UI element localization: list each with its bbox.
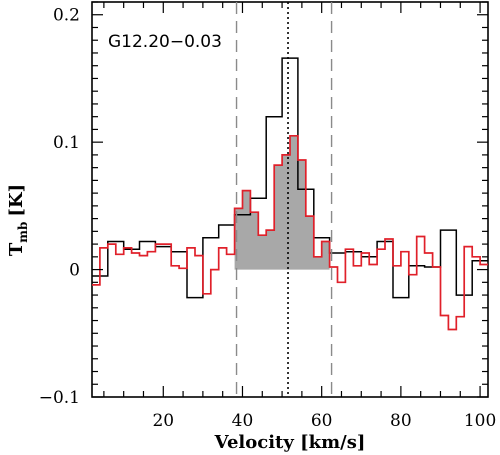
y-tick-label: 0 [69, 261, 80, 281]
y-axis-title-main: T [6, 242, 27, 256]
x-tick-label: 20 [152, 411, 174, 431]
spectrum-line-red [92, 134, 488, 331]
svg-text:Tmb[K]: Tmb [K] [6, 184, 30, 256]
source-name-label: G12.20−0.03 [108, 32, 222, 52]
shaded-area [234, 135, 330, 270]
x-tick-label: 40 [232, 411, 254, 431]
velocity-markers [235, 2, 333, 397]
y-tick-label: 0.1 [53, 133, 80, 153]
series-layer [92, 57, 488, 331]
y-tick-label: −0.1 [39, 388, 80, 408]
plot-frame [91, 1, 489, 398]
integrated-area-fill [234, 135, 330, 270]
y-axis-title: Tmb [K] [6, 184, 30, 256]
y-axis-title-unit: [K] [6, 184, 27, 217]
x-tick-label: 60 [311, 411, 333, 431]
y-axis-title-sub: mb [16, 222, 30, 243]
axis-ticks [92, 1, 488, 398]
spectrum-line-black [92, 57, 488, 299]
y-tick-label: 0.2 [53, 6, 80, 26]
x-tick-label: 100 [464, 411, 496, 431]
x-tick-label: 80 [390, 411, 412, 431]
x-axis-title: Velocity [km/s] [214, 432, 366, 453]
